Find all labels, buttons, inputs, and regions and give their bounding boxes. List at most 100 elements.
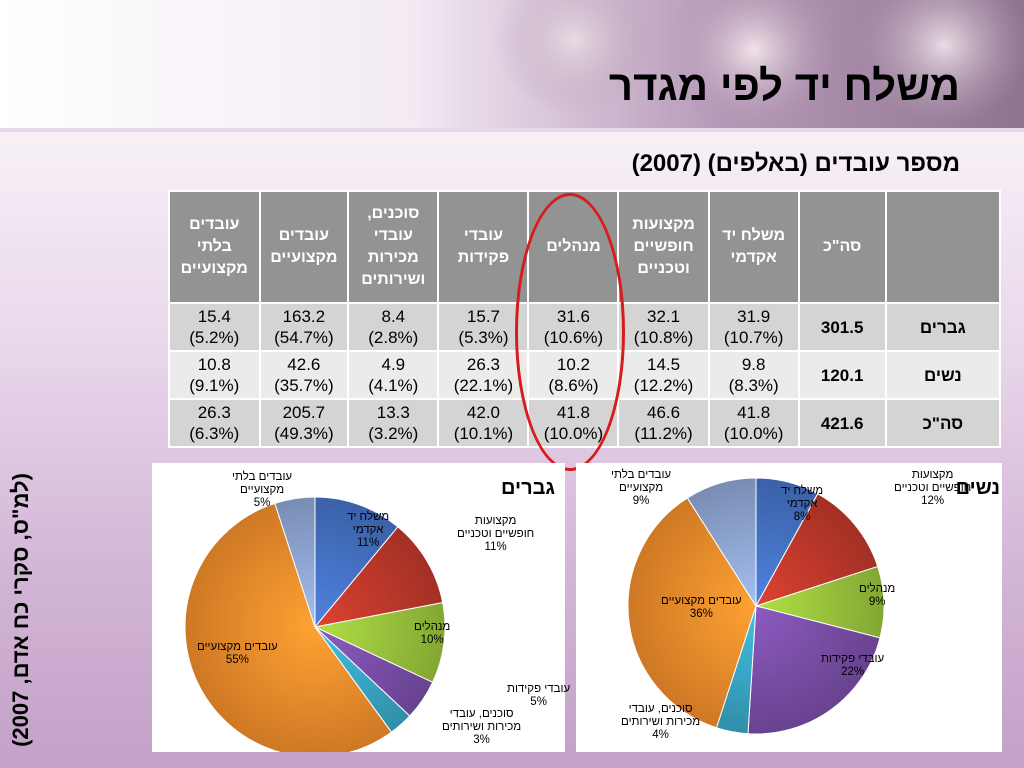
table-cell: 42.0 (10.1%) <box>437 398 530 448</box>
pie-label-line: עובדים בלתי <box>232 471 293 483</box>
pie-label-clerical: עובדי פקידות 22% <box>821 653 884 679</box>
women-pie-chart <box>627 477 885 735</box>
pie-label-line: מנהלים <box>859 583 896 595</box>
cell-value: 14.5 <box>647 355 681 374</box>
pie-label-line: עובדים מקצועיים <box>197 641 278 653</box>
table-header-cell: סוכנים, עובדי מכירות ושירותים <box>347 190 440 304</box>
managers-highlight-ring <box>515 193 625 471</box>
table-cell: 41.8 (10.0%) <box>707 398 800 448</box>
pie-label-line: 5% <box>530 696 547 708</box>
pie-slice-managers <box>313 602 446 684</box>
pie-label-line: 9% <box>868 596 886 608</box>
cell-value: 205.7 <box>282 403 326 422</box>
pie-label-line: עובדי פקידות <box>821 653 885 665</box>
cell-percent: (10.1%) <box>453 424 514 443</box>
pie-label-line: מקצועות <box>911 469 954 481</box>
cell-value: 10.8 <box>197 355 231 374</box>
table-cell: 10.8 (9.1%) <box>168 350 261 400</box>
pie-label-line: עובדים בלתי <box>611 469 672 481</box>
page-title: משלח יד לפי מגדר <box>608 62 960 109</box>
table-cell: 163.2 (54.7%) <box>258 302 350 352</box>
cell-percent: (5.3%) <box>458 328 509 347</box>
table-header-cell: עובדים מקצועיים <box>258 190 350 304</box>
cell-value: 15.4 <box>197 307 231 326</box>
pie-label-line: מקצועיים <box>240 484 285 496</box>
pie-label-managers: מנהלים 9% <box>859 583 895 609</box>
cell-value: 10.2 <box>556 355 590 374</box>
table-header-cell: עובדים בלתי מקצועיים <box>168 190 261 304</box>
pie-label-line: 5% <box>253 497 271 509</box>
pie-label-skilled: עובדים מקצועיים 36% <box>661 595 742 621</box>
pie-slice-technical <box>313 526 444 628</box>
table-cell: 32.1 (10.8%) <box>617 302 710 352</box>
cell-percent: (10.8%) <box>633 328 694 347</box>
pie-label-line: מנהלים <box>414 621 451 633</box>
pie-label-sales: סוכנים, עובדי מכירות ושירותים 3% <box>442 708 521 747</box>
pie-label-academic: משלח יד אקדמי 8% <box>781 485 823 524</box>
table-cell: 10.2 (8.6%) <box>527 350 620 400</box>
pie-label-sales: סוכנים, עובדי מכירות ושירותים 4% <box>621 703 700 742</box>
cell-percent: (3.2%) <box>368 424 419 443</box>
table-cell: 26.3 (6.3%) <box>168 398 261 448</box>
table-cell: 26.3 (22.1%) <box>437 350 530 400</box>
women-pie-title: נשים <box>955 477 1000 499</box>
cell-percent: (5.2%) <box>189 328 240 347</box>
pie-label-line: 10% <box>420 634 444 646</box>
pie-label-line: אקדמי <box>352 524 384 536</box>
cell-percent: (49.3%) <box>274 424 334 443</box>
pie-slice-technical <box>754 493 879 607</box>
pie-label-unskilled: עובדים בלתי מקצועיים 5% <box>232 471 292 510</box>
pie-label-line: מקצועות <box>474 515 517 527</box>
table-subtitle: מספר עובדים (באלפים) (2007) <box>631 150 960 177</box>
cell-value: 4.9 <box>381 355 406 374</box>
cell-percent: (9.1%) <box>189 376 240 395</box>
cell-percent: (4.1%) <box>368 376 419 395</box>
pie-label-line: 4% <box>652 729 669 741</box>
table-header-cell: מקצועות חופשיים וטכניים <box>617 190 710 304</box>
pie-label-line: אקדמי <box>786 498 818 510</box>
pie-slice-clerical <box>747 605 881 735</box>
men-pie-panel: גברים משלח יד אקדמי 11% מקצועות חופשיים וטכנ… <box>152 463 570 752</box>
cell-percent: (10.6%) <box>543 328 604 347</box>
cell-percent: (35.7%) <box>274 376 334 395</box>
pie-label-clerical: עובדי פקידות 5% <box>507 683 570 709</box>
pie-label-line: 9% <box>632 495 650 507</box>
table-cell: 31.9 (10.7%) <box>707 302 800 352</box>
pie-label-line: 55% <box>225 654 249 666</box>
row-total: 120.1 <box>797 350 887 400</box>
pie-label-line: 3% <box>473 734 490 746</box>
source-text: (למ"ס, סקרי כח אדם, 2007) <box>8 473 33 747</box>
cell-value: 15.7 <box>466 307 500 326</box>
cell-percent: (8.3%) <box>728 376 779 395</box>
pie-slice-unskilled <box>686 477 757 608</box>
pie-slice-unskilled <box>274 496 316 628</box>
pie-label-technical: מקצועות חופשיים וטכניים 12% <box>894 469 971 508</box>
table-cell: 8.4 (2.8%) <box>347 302 440 352</box>
table-row: גברים 301.5 31.9 (10.7%) 32.1 (10.8%) 31.6 (10.… <box>168 302 1002 352</box>
row-label: סה"כ <box>884 398 1002 448</box>
pie-label-line: 11% <box>484 541 507 553</box>
pie-label-skilled: עובדים מקצועיים 55% <box>197 641 278 667</box>
pie-label-line: סוכנים, עובדי <box>449 708 514 720</box>
pie-label-managers: מנהלים 10% <box>414 621 450 647</box>
row-total: 301.5 <box>797 302 887 352</box>
cell-percent: (2.8%) <box>368 328 419 347</box>
table-cell: 14.5 (12.2%) <box>617 350 710 400</box>
table-cell: 15.4 (5.2%) <box>168 302 261 352</box>
pie-slice-skilled <box>184 502 393 752</box>
pie-label-line: עובדים מקצועיים <box>661 595 742 607</box>
cell-percent: (10.7%) <box>723 328 784 347</box>
pie-label-line: 12% <box>921 495 945 507</box>
table-cell: 46.6 (11.2%) <box>617 398 710 448</box>
cell-value: 31.9 <box>737 307 771 326</box>
cell-value: 46.6 <box>647 403 681 422</box>
men-pie-title: גברים <box>501 477 555 499</box>
cell-percent: (10.0%) <box>723 424 784 443</box>
source-note: (למ"ס, סקרי כח אדם, 2007) <box>4 460 38 760</box>
cell-percent: (12.2%) <box>633 376 694 395</box>
pie-label-line: חופשיים וטכניים <box>457 528 535 540</box>
pie-label-line: משלח יד <box>781 485 824 497</box>
table-cell: 4.9 (4.1%) <box>347 350 440 400</box>
pie-label-line: 8% <box>793 511 811 523</box>
pie-label-line: 22% <box>841 666 865 678</box>
